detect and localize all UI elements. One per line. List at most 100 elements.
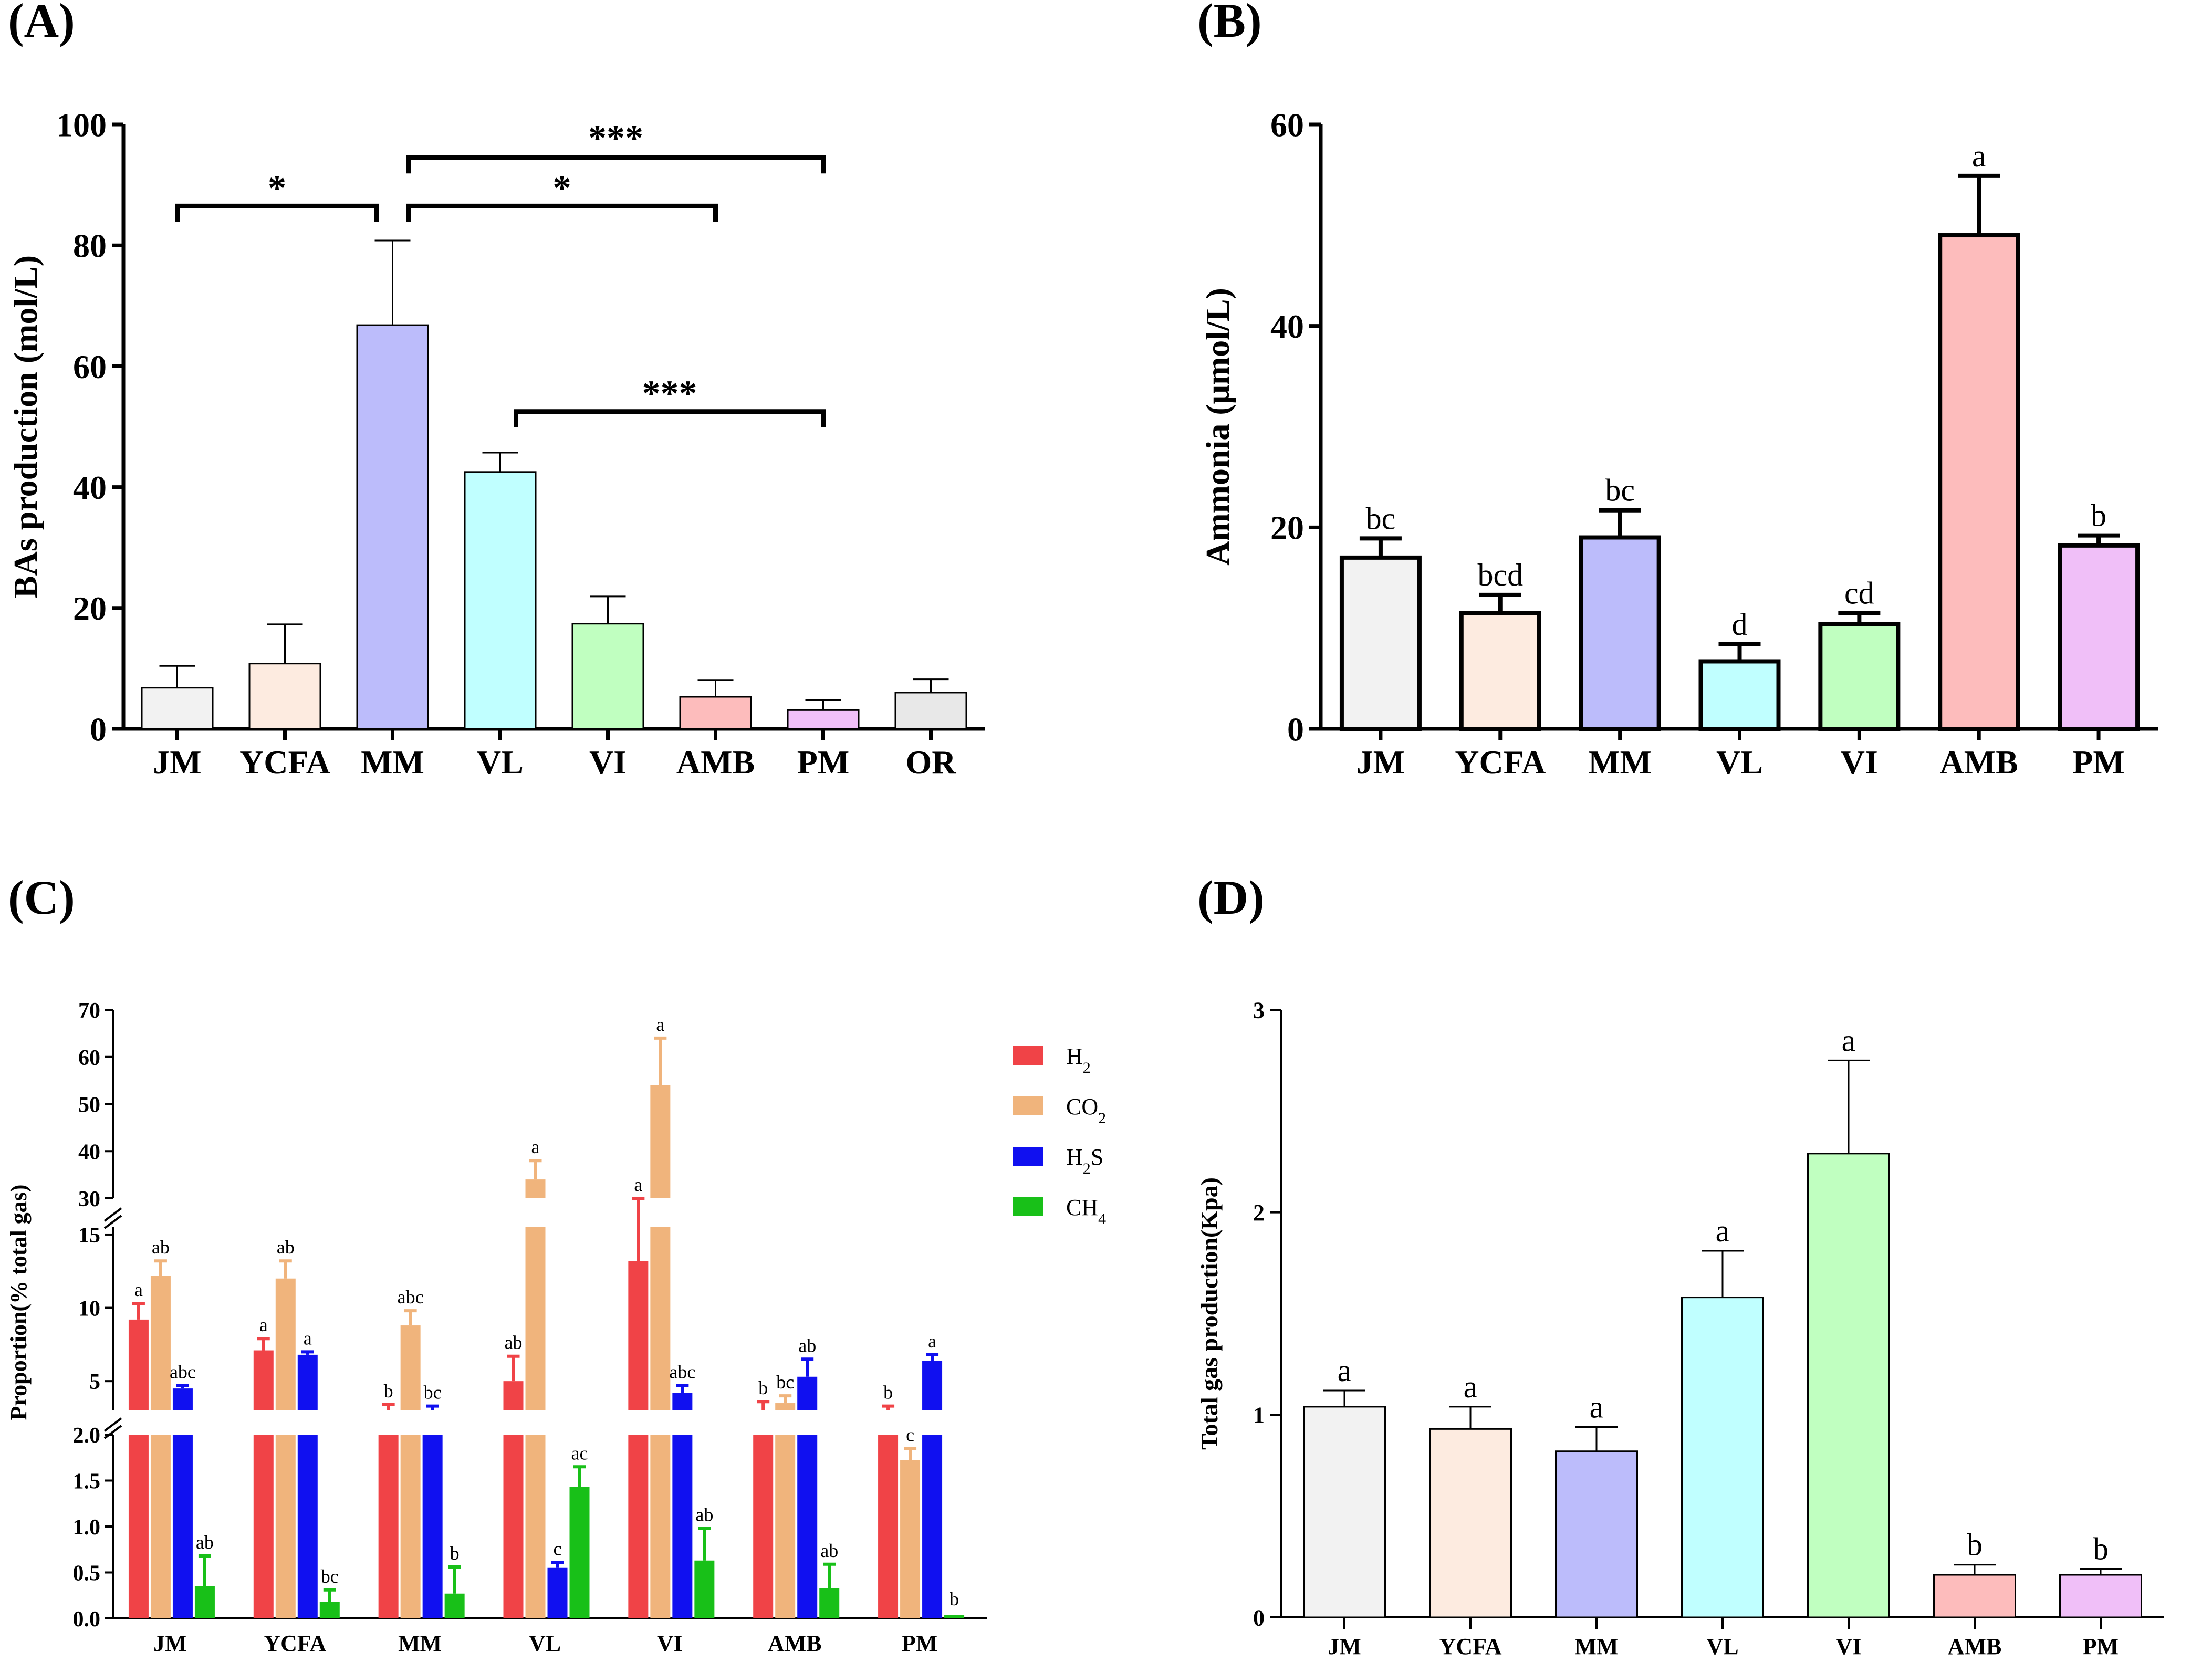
y-axis-title: Proportion(% total gas) [6,1185,32,1420]
significance-letter: a [1716,1214,1730,1248]
bar [894,692,967,730]
y-tick-label: 50 [78,1093,100,1117]
bar-segment [128,1435,149,1618]
significance-letter: abc [669,1362,695,1383]
significance-letter: ab [196,1532,214,1553]
bar [1339,555,1422,731]
significance-stars: * [268,168,286,208]
legend-label-ch4: CH4 [1066,1195,1106,1228]
x-tick-label: VI [1836,1634,1862,1659]
x-tick-label: MM [361,744,424,781]
x-tick-label: PM [797,744,850,781]
bar-segment [378,1435,399,1618]
axis-break-mark [103,1215,122,1229]
significance-letter: d [1732,607,1748,642]
y-tick-label: 10 [78,1297,100,1321]
x-tick-label: PM [902,1630,937,1656]
bar-segment [672,1435,693,1618]
x-tick-label: VL [477,744,524,781]
x-tick-label: YCFA [1455,744,1546,781]
bar-segment [650,1085,671,1198]
bar [1303,1406,1386,1618]
x-tick-label: YCFA [239,744,330,781]
x-tick-label: MM [398,1630,442,1656]
significance-letter: a [1464,1370,1478,1404]
bar-segment [753,1435,774,1618]
bar-segment [525,1435,546,1618]
axis-break-mark [103,1425,122,1439]
x-tick-label: VL [1706,1634,1738,1659]
significance-letter: bc [776,1372,794,1393]
bar [571,623,644,730]
x-tick-label: VI [657,1630,683,1656]
bar-segment [944,1615,965,1618]
significance-letter: ab [152,1237,170,1258]
panel-label-a: (A) [8,0,75,47]
bar [248,663,321,730]
x-tick-label: AMB [1940,744,2018,781]
bar [2058,543,2140,731]
y-tick-label: 40 [1270,308,1304,345]
y-tick-label: 60 [78,1046,100,1070]
x-tick-label: PM [2083,1634,2119,1659]
x-tick-label: MM [1574,1634,1618,1659]
y-tick-label: 5 [89,1370,100,1394]
bar [1938,233,2020,731]
bar-segment [444,1593,465,1618]
significance-stars: *** [642,374,697,414]
panel-d-chart: 0 1 2 3 Total gas production(Kpa) JM a YCFA a MM a… [1196,997,2164,1659]
bar-segment [628,1435,649,1618]
bar-segment [172,1435,193,1618]
bar-segment [775,1435,796,1618]
bar-segment [650,1227,671,1410]
y-tick-label: 0.5 [73,1562,101,1586]
bar-segment [253,1350,274,1410]
significance-letter: a [304,1327,312,1349]
significance-letter: bc [424,1382,442,1403]
x-tick-label: AMB [676,744,755,781]
y-tick-label: 70 [78,999,100,1023]
significance-letter: b [450,1543,460,1564]
y-tick-label: 40 [78,1140,100,1164]
significance-letter: c [554,1538,562,1559]
significance-letter: abc [170,1362,196,1383]
significance-letter: a [134,1279,143,1300]
y-tick-label: 0 [90,710,107,748]
bar [1429,1428,1512,1618]
bar [1933,1574,2016,1618]
bar-segment [694,1560,715,1618]
bar [1698,659,1781,731]
y-tick-label: 60 [73,348,107,385]
significance-letter: c [906,1424,914,1445]
significance-letter: ab [505,1332,523,1353]
bar-segment [128,1319,149,1410]
bar-segment [319,1602,340,1618]
x-tick-label: VL [1716,744,1763,781]
significance-letter: a [656,1014,664,1035]
bar-segment [878,1435,899,1618]
x-tick-label: JM [153,744,201,781]
y-tick-label: 60 [1270,106,1304,143]
significance-letter: a [928,1331,936,1352]
x-tick-label: YCFA [264,1630,326,1656]
bar-segment [650,1435,671,1618]
significance-letter: cd [1844,576,1874,610]
significance-bracket [175,203,379,222]
significance-letter: ab [277,1237,295,1258]
x-tick-label: JM [1328,1634,1361,1659]
bar-segment [797,1435,818,1618]
significance-letter: a [1338,1353,1352,1388]
y-tick-label: 3 [1253,997,1265,1023]
bar-segment [525,1179,546,1198]
legend-swatch [1013,1096,1043,1115]
bar-segment [297,1354,318,1410]
x-tick-label: JM [1357,744,1405,781]
y-tick-label: 15 [78,1224,100,1248]
bar-segment [275,1278,296,1410]
y-tick-label: 0 [1287,710,1304,748]
bar-segment [819,1588,840,1618]
bar [1681,1297,1764,1618]
bar [1555,1450,1638,1618]
bar-segment [297,1435,318,1618]
significance-letter: ab [820,1540,838,1561]
